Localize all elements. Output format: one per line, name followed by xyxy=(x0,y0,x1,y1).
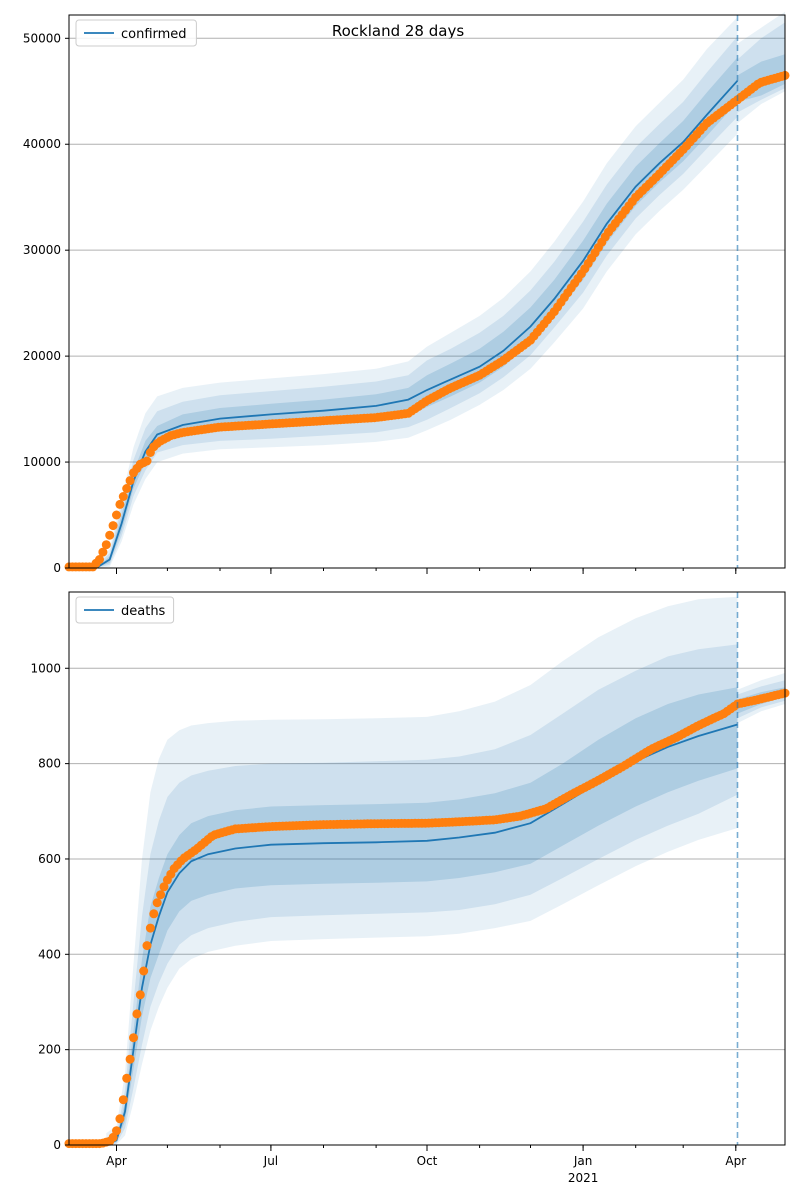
observed-point xyxy=(122,484,132,493)
observed-point xyxy=(145,923,155,933)
observed-point xyxy=(139,966,149,976)
observed-point xyxy=(115,499,125,509)
legend-box xyxy=(75,596,175,624)
y-tick-label: 30000 xyxy=(23,243,61,257)
observed-point xyxy=(125,1054,135,1064)
x-tick-label: Jul xyxy=(263,1154,278,1168)
x-tick-label: Apr xyxy=(106,1154,127,1168)
deaths-panel: 0 200 400 600 800 1000 Apr Jul Oct Jan Apr 2021 deat… xyxy=(30,591,790,1185)
y-tick-label: 1000 xyxy=(30,661,61,675)
legend-label: confirmed xyxy=(121,27,187,42)
observed-point xyxy=(159,882,169,892)
x-year-label: 2021 xyxy=(568,1171,599,1185)
observed-point xyxy=(118,1095,128,1105)
y-tick-label: 400 xyxy=(38,947,61,961)
uncertainty-band xyxy=(106,687,738,1145)
model-line xyxy=(95,80,739,569)
confirmed-panel: 0 10000 20000 30000 40000 50000 confirmed xyxy=(23,11,790,575)
legend: confirmed xyxy=(75,19,197,47)
uncertainty-band xyxy=(106,596,738,1145)
observed-point xyxy=(135,990,145,1000)
legend-label: deaths xyxy=(121,604,166,619)
observed-point xyxy=(108,521,118,531)
legend-box xyxy=(75,19,197,47)
observed-point xyxy=(142,456,152,466)
observed-point xyxy=(149,909,159,919)
observed-point xyxy=(152,898,162,908)
observed-point xyxy=(115,1114,125,1124)
observed-point xyxy=(108,1132,118,1142)
y-tick-label: 0 xyxy=(53,561,61,575)
x-tick-label: Oct xyxy=(417,1154,438,1168)
observed-point xyxy=(142,941,152,951)
uncertainty-band xyxy=(96,17,738,569)
observed-point xyxy=(122,1073,132,1083)
figure-title: Rockland 28 days xyxy=(332,22,464,40)
y-tick-label: 40000 xyxy=(23,137,61,151)
observed-point xyxy=(112,510,121,520)
observed-point xyxy=(112,1126,121,1136)
observed-point xyxy=(105,530,115,540)
y-tick-label: 50000 xyxy=(23,31,61,45)
observed-point xyxy=(129,1033,138,1043)
x-tick-label: Apr xyxy=(725,1154,746,1168)
observed-point xyxy=(125,476,135,486)
y-tick-label: 0 xyxy=(53,1138,61,1152)
y-tick-label: 600 xyxy=(38,852,61,866)
observed-point xyxy=(156,890,166,900)
observed-point xyxy=(95,555,104,564)
observed-point xyxy=(132,1009,142,1019)
legend: deaths xyxy=(75,596,175,624)
observed-point xyxy=(101,540,111,550)
observed-point xyxy=(98,547,108,557)
y-tick-label: 800 xyxy=(38,757,61,771)
uncertainty-band xyxy=(106,644,738,1145)
y-tick-label: 20000 xyxy=(23,349,61,363)
uncertainty-band xyxy=(96,36,738,568)
observed-point xyxy=(118,492,128,501)
x-tick-label: Jan xyxy=(573,1154,593,1168)
forecast-band xyxy=(737,11,785,124)
y-tick-label: 10000 xyxy=(23,455,61,469)
y-tick-label: 200 xyxy=(38,1043,61,1057)
